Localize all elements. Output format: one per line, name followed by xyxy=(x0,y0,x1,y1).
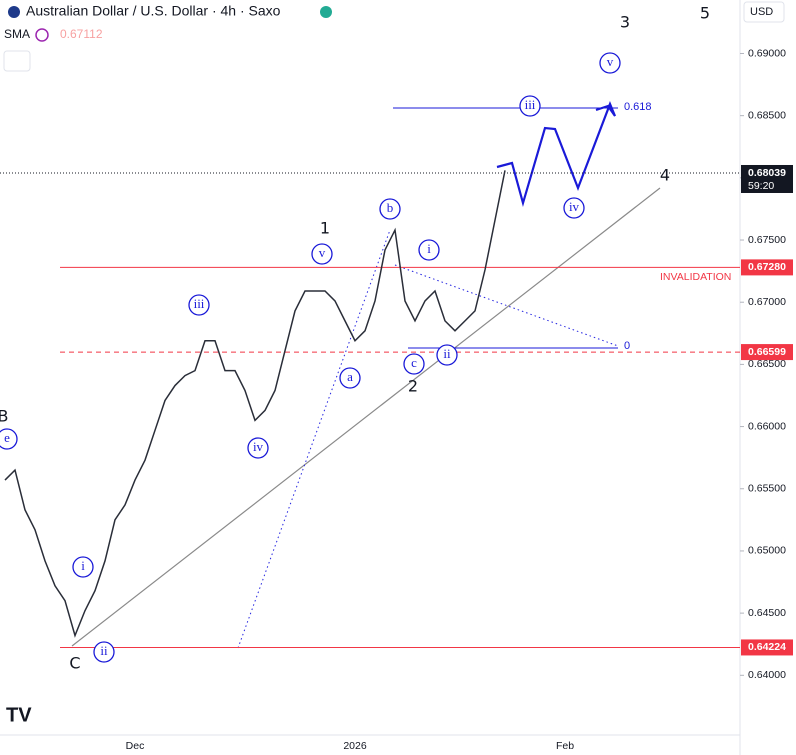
circled-wave-label: c xyxy=(411,355,417,370)
wave-label: B xyxy=(0,407,8,426)
annotation: 0.618 xyxy=(624,101,652,113)
circled-wave-label: iv xyxy=(253,439,264,454)
circled-wave-label: i xyxy=(427,241,431,256)
projection-path xyxy=(496,101,617,208)
y-tick-label: 0.65000 xyxy=(748,545,786,557)
logo: TV xyxy=(6,704,32,726)
wave-circle xyxy=(599,52,621,74)
price-tag xyxy=(741,639,793,656)
circled-wave-label: b xyxy=(387,200,394,215)
indicator-icon xyxy=(35,28,49,42)
wave-circle xyxy=(519,95,541,117)
y-tick-label: 0.67500 xyxy=(748,234,786,246)
y-tick-label: 0.64000 xyxy=(748,669,786,681)
price-tag xyxy=(741,164,793,193)
y-tick-label: 0.66000 xyxy=(748,420,786,432)
wave-circle xyxy=(418,239,440,261)
circled-wave-label: iv xyxy=(569,199,580,214)
circled-wave-label: ii xyxy=(100,643,108,658)
countdown: 59:20 xyxy=(748,180,774,192)
price-label: 0.68039 xyxy=(748,167,786,179)
title: Australian Dollar / U.S. Dollar · 4h · S… xyxy=(26,3,281,19)
y-tick-label: 0.67000 xyxy=(748,296,786,308)
status-dot xyxy=(320,6,332,18)
price-label: 0.66599 xyxy=(748,346,786,358)
circled-wave-label: iii xyxy=(194,296,205,311)
collapse-button[interactable] xyxy=(3,50,31,72)
wave-circle xyxy=(93,641,115,663)
circled-wave-label: iii xyxy=(525,97,536,112)
wave-circle xyxy=(379,198,401,220)
y-tick-label: 0.69000 xyxy=(748,47,786,59)
wave-circle xyxy=(72,556,94,578)
wave-label: 3 xyxy=(620,13,630,32)
flag-icon xyxy=(8,6,20,18)
currency: USD xyxy=(750,6,773,18)
circled-wave-label: e xyxy=(4,430,10,445)
x-tick-label: Feb xyxy=(556,740,574,752)
wave-label: 2 xyxy=(408,377,418,396)
circled-wave-label: ii xyxy=(443,346,451,361)
wave-label: C xyxy=(69,654,80,673)
price-tag xyxy=(741,259,793,276)
wave-circle xyxy=(0,428,18,450)
y-tick-label: 0.64500 xyxy=(748,607,786,619)
y-tick-label: 0.65500 xyxy=(748,483,786,495)
currency-button[interactable] xyxy=(743,1,785,23)
wave-circle xyxy=(311,243,333,265)
x-tick-label: Dec xyxy=(126,740,145,752)
price-tag xyxy=(741,344,793,361)
circled-wave-label: v xyxy=(607,54,614,69)
wave-circle xyxy=(436,344,458,366)
wave-circle xyxy=(247,437,269,459)
wave-circle xyxy=(403,353,425,375)
price-line-series xyxy=(4,170,506,638)
indicator-name: SMA xyxy=(4,27,30,41)
circled-wave-label: i xyxy=(81,558,85,573)
wave-label: 5 xyxy=(700,4,710,23)
price-label: 0.67280 xyxy=(748,261,786,273)
annotation: 0 xyxy=(624,340,630,352)
price-label: 0.64224 xyxy=(748,641,786,653)
wave-circle xyxy=(188,294,210,316)
wave-label: 4 xyxy=(660,166,670,185)
wave-circle xyxy=(339,367,361,389)
circled-wave-label: v xyxy=(319,245,326,260)
wave-label: 1 xyxy=(320,219,330,238)
x-tick-label: 2026 xyxy=(343,740,367,752)
annotation: INVALIDATION xyxy=(660,271,731,283)
circled-wave-label: a xyxy=(347,369,353,384)
wave-circle xyxy=(563,197,585,219)
indicator-value: 0.67112 xyxy=(60,27,103,41)
trendline xyxy=(71,187,661,647)
y-tick-label: 0.68500 xyxy=(748,109,786,121)
y-tick-label: 0.66500 xyxy=(748,358,786,370)
